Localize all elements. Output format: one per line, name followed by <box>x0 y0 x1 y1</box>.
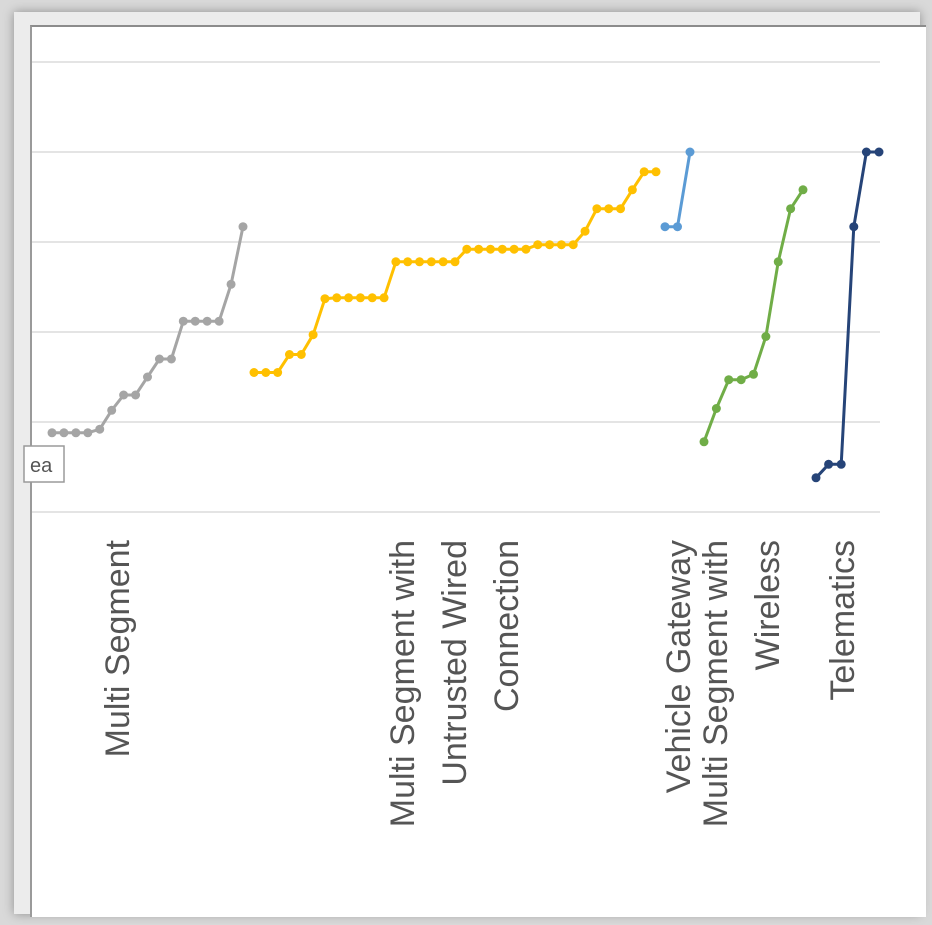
data-point <box>660 222 670 232</box>
data-point <box>749 369 758 379</box>
data-point <box>238 222 248 232</box>
data-point <box>154 354 164 364</box>
data-point <box>296 350 306 359</box>
data-point <box>367 293 377 303</box>
category-label: Vehicle Gateway <box>660 540 698 793</box>
data-label-tag: ea <box>23 445 65 483</box>
data-point <box>509 244 519 254</box>
data-point <box>761 332 771 341</box>
series-line <box>254 170 656 374</box>
data-point <box>332 293 342 303</box>
data-point <box>261 368 271 377</box>
data-point <box>450 257 460 267</box>
data-point <box>699 437 709 447</box>
data-point <box>604 204 614 214</box>
data-point <box>438 257 448 267</box>
category-labels: Multi Segment Multi Segment with Untrusted… <box>99 539 862 827</box>
category-label: Connection <box>488 540 526 712</box>
data-point <box>107 405 117 415</box>
data-label-tag-text: ea <box>30 455 53 477</box>
data-point <box>47 428 57 438</box>
data-point <box>249 368 259 377</box>
category-label: Multi Segment <box>99 539 137 757</box>
chart-panel <box>30 25 926 917</box>
category-label: Wireless <box>749 540 787 670</box>
data-point <box>403 257 413 267</box>
data-point <box>736 375 746 385</box>
data-point <box>166 354 176 364</box>
data-point <box>355 293 365 303</box>
series-line <box>665 151 692 229</box>
data-point <box>711 404 721 413</box>
category-label: Multi Segment with <box>697 540 735 827</box>
data-point <box>824 459 834 469</box>
data-point <box>202 316 212 326</box>
data-point <box>545 240 555 250</box>
series-line <box>702 188 805 443</box>
data-point <box>616 204 626 214</box>
data-point <box>71 428 81 438</box>
data-point <box>811 473 821 483</box>
category-label: Telematics <box>824 540 862 701</box>
data-point <box>143 372 152 382</box>
data-point <box>344 293 354 303</box>
series-line <box>52 226 245 435</box>
data-point <box>639 167 649 177</box>
data-point <box>861 147 871 157</box>
data-point <box>131 390 141 400</box>
category-label: Multi Segment with <box>384 540 422 827</box>
data-point <box>786 204 796 214</box>
data-point <box>673 222 682 232</box>
data-point <box>773 257 783 267</box>
data-point <box>83 428 93 438</box>
data-point <box>497 244 507 254</box>
data-point <box>849 222 859 232</box>
data-point <box>874 147 884 157</box>
series-group <box>47 147 884 483</box>
data-point <box>580 226 590 236</box>
data-point <box>556 240 566 250</box>
data-point <box>273 368 283 377</box>
data-point <box>320 294 330 304</box>
data-point <box>95 424 105 434</box>
data-point <box>651 167 661 177</box>
series-line <box>814 150 879 479</box>
data-point <box>627 185 637 195</box>
data-point <box>533 240 543 250</box>
data-point <box>568 240 578 250</box>
data-point <box>798 185 808 195</box>
data-point <box>836 459 846 469</box>
data-point <box>190 316 200 326</box>
data-point <box>379 293 389 303</box>
data-point <box>592 204 602 214</box>
data-point <box>119 390 129 400</box>
data-point <box>391 257 401 267</box>
data-point <box>214 316 224 326</box>
data-point <box>226 279 236 289</box>
data-point <box>724 375 734 385</box>
data-point <box>462 244 472 254</box>
data-point <box>284 350 294 359</box>
data-point <box>426 257 436 267</box>
gridlines <box>32 61 880 513</box>
data-point <box>485 244 495 254</box>
data-label-tag-box <box>23 445 65 483</box>
category-label: Untrusted Wired <box>436 540 474 786</box>
data-point <box>685 147 695 157</box>
data-point <box>59 428 69 438</box>
data-point <box>521 244 531 254</box>
data-point <box>308 330 318 340</box>
data-point <box>474 244 484 254</box>
data-point <box>178 316 188 326</box>
data-point <box>415 257 425 267</box>
